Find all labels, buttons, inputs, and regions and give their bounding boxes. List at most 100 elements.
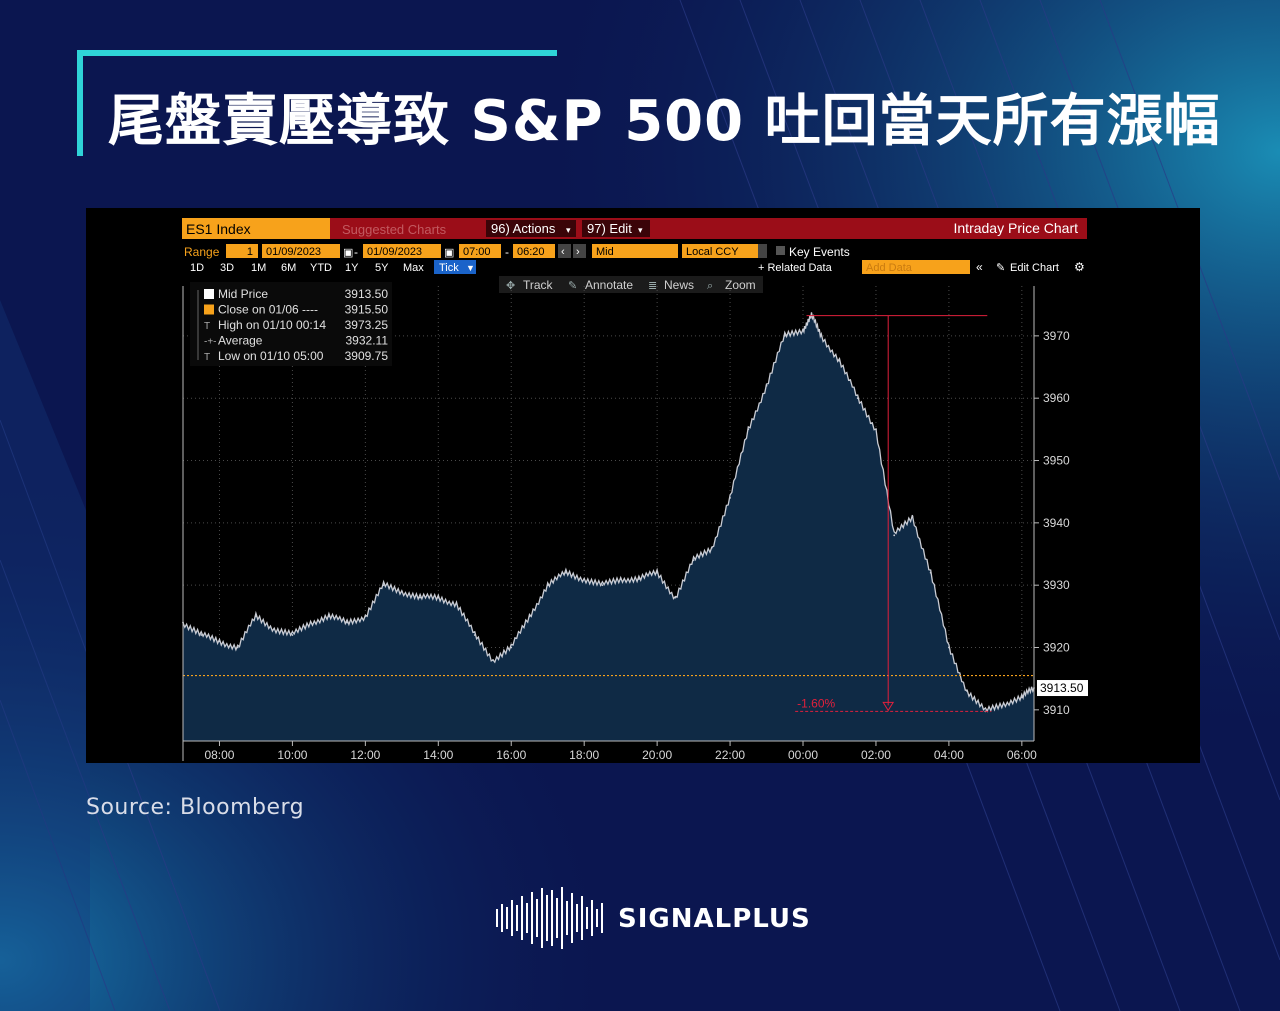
period-6m-button[interactable]: 6M: [281, 262, 296, 274]
legend-marker-icon: T: [204, 352, 210, 363]
legend-label: Low on 01/10 05:00: [218, 349, 324, 363]
price-point: [546, 584, 549, 587]
end-time-text: 06:20: [517, 246, 545, 258]
tick-period-button[interactable]: [434, 260, 476, 274]
price-point: [255, 615, 257, 618]
waveform-bar: [586, 907, 588, 929]
tick-period-label: Tick: [439, 262, 459, 274]
zoom-tool[interactable]: Zoom: [725, 278, 756, 292]
currency-caret-button[interactable]: [758, 244, 767, 258]
period-3d-button[interactable]: 3D: [220, 262, 234, 274]
waveform-bar: [546, 895, 548, 941]
next-arrow-button[interactable]: [573, 244, 586, 258]
time-separator: -: [505, 245, 509, 259]
gear-icon[interactable]: ⚙: [1074, 260, 1085, 274]
price-point: [674, 596, 677, 599]
actions-caret-icon: ▾: [566, 225, 571, 235]
bloomberg-terminal: ES1 Index Suggested Charts 96) Actions ▾…: [182, 218, 1088, 762]
price-point: [510, 646, 513, 649]
prev-arrow-icon: ‹: [561, 246, 565, 258]
period-1d-button[interactable]: 1D: [190, 262, 204, 274]
price-type-select[interactable]: [592, 244, 678, 258]
zoom-icon: ⌕: [707, 280, 713, 292]
track-tool[interactable]: Track: [523, 278, 554, 292]
security-field[interactable]: [182, 218, 330, 239]
waveform-bar: [566, 901, 568, 935]
period-5y-button[interactable]: 5Y: [375, 262, 389, 274]
add-data-input[interactable]: [862, 260, 970, 274]
edit-button[interactable]: [582, 220, 650, 237]
price-point: [747, 428, 750, 431]
waveform-bar: [506, 907, 508, 929]
key-events-checkbox[interactable]: [776, 246, 785, 255]
actions-button[interactable]: [486, 220, 576, 237]
start-date-field[interactable]: [262, 244, 340, 258]
period-1m-button[interactable]: 1M: [251, 262, 266, 274]
range-field[interactable]: [226, 244, 258, 258]
period-1y-button[interactable]: 1Y: [345, 262, 359, 274]
price-point: [875, 428, 877, 431]
price-point: [710, 546, 713, 549]
chart-type-title: Intraday Price Chart: [954, 220, 1079, 236]
price-point: [1020, 696, 1023, 699]
price-point: [400, 590, 403, 593]
currency-select[interactable]: [682, 244, 758, 258]
x-tick-label: 22:00: [715, 748, 745, 762]
y-tick-label: 3950: [1043, 454, 1070, 468]
add-data-placeholder: Add Data: [866, 262, 913, 274]
period-buttons: 1D 3D 1M 6M YTD 1Y 5Y Max: [190, 262, 424, 274]
legend-marker-icon: -+-: [204, 337, 217, 348]
start-time-field[interactable]: [459, 244, 501, 258]
track-icon: ✥: [506, 280, 515, 292]
end-time-field[interactable]: [513, 244, 555, 258]
annotate-tool[interactable]: Annotate: [585, 278, 633, 292]
last-price-badge: [1037, 680, 1088, 697]
suggested-charts[interactable]: Suggested Charts: [342, 222, 447, 237]
end-date-field[interactable]: [363, 244, 441, 258]
news-tool[interactable]: News: [664, 278, 694, 292]
x-tick-label: 12:00: [350, 748, 380, 762]
waveform-bar: [576, 904, 578, 932]
waveform-bar: [521, 896, 523, 940]
y-tick-label: 3910: [1043, 703, 1070, 717]
x-tick-label: 10:00: [277, 748, 307, 762]
waveform-icon: [496, 887, 603, 949]
start-date-text: 01/09/2023: [266, 246, 321, 258]
waveform-bar: [591, 900, 593, 936]
tool-bar: [499, 276, 763, 293]
collapse-icon[interactable]: «: [976, 260, 983, 274]
price-point: [218, 640, 221, 643]
related-data-button[interactable]: + Related Data: [758, 262, 833, 274]
price-point: [966, 690, 969, 693]
end-calendar-icon[interactable]: ▣: [444, 247, 454, 259]
y-tick-label: 3960: [1043, 391, 1070, 405]
x-tick-label: 18:00: [569, 748, 599, 762]
news-icon: ≣: [648, 280, 657, 292]
price-point: [911, 515, 914, 518]
x-tick-label: 16:00: [496, 748, 526, 762]
price-point: [948, 646, 950, 649]
edit-chart-button[interactable]: Edit Chart: [1010, 262, 1059, 274]
price-point: [765, 384, 768, 387]
period-ytd-button[interactable]: YTD: [310, 262, 332, 274]
edit-label: 97) Edit: [587, 221, 632, 236]
waveform-bar: [571, 893, 573, 943]
price-point: [637, 578, 640, 580]
prev-arrow-button[interactable]: [558, 244, 571, 258]
waveform-bar: [526, 903, 528, 933]
price-point: [656, 571, 659, 574]
price-point: [692, 559, 695, 562]
price-point: [200, 634, 203, 636]
price-point: [820, 334, 823, 337]
security-text: ES1 Index: [186, 221, 251, 237]
bloomberg-chart-panel: ES1 Index Suggested Charts 96) Actions ▾…: [86, 208, 1200, 763]
price-line: [182, 312, 1035, 713]
currency-text: Local CCY: [686, 246, 739, 258]
start-calendar-icon[interactable]: ▣: [343, 247, 353, 259]
period-max-button[interactable]: Max: [403, 262, 424, 274]
price-point: [273, 627, 276, 630]
price-point: [601, 584, 604, 587]
y-tick-label: 3920: [1043, 641, 1070, 655]
x-tick-label: 20:00: [642, 748, 672, 762]
tick-caret-icon: ▼: [466, 263, 475, 273]
